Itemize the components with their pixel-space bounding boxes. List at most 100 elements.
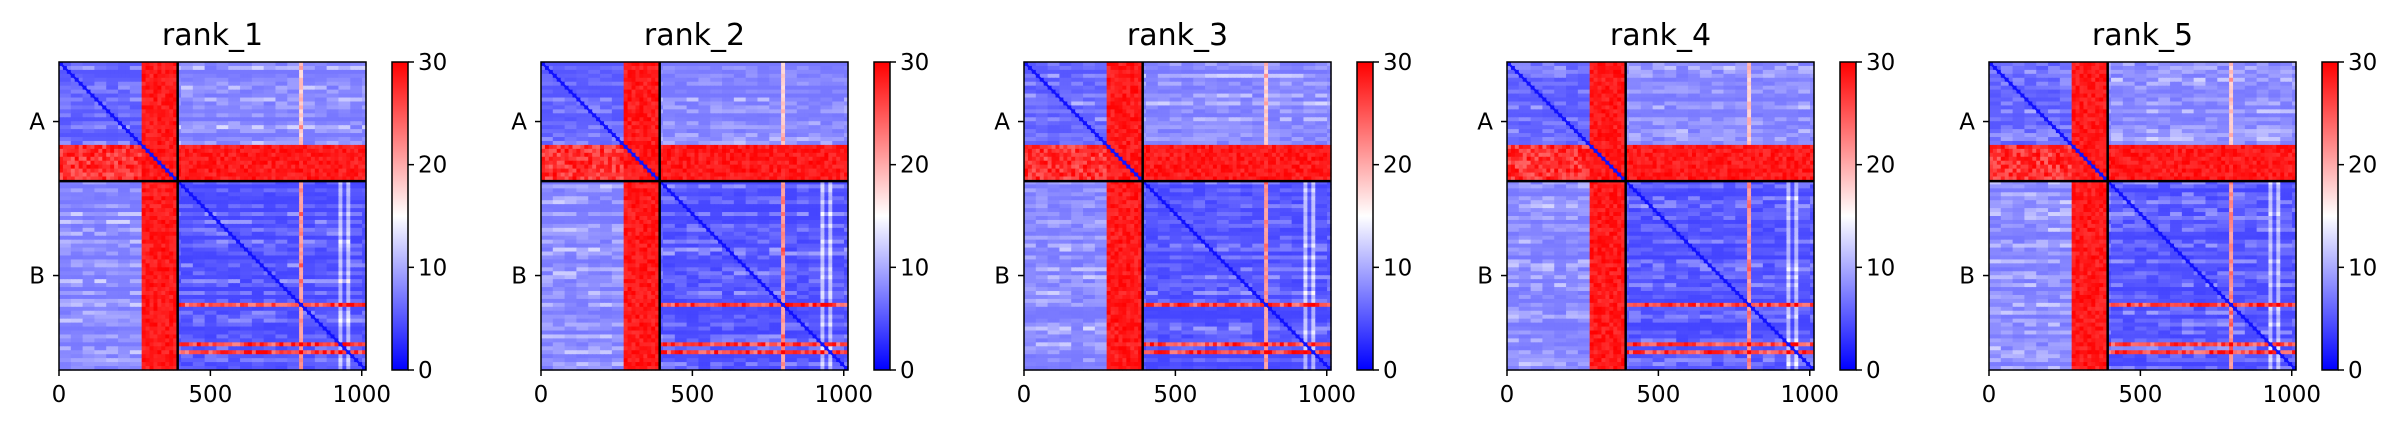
heatmap-cell (181, 294, 186, 300)
heatmap-cell (192, 279, 198, 284)
heatmap-cell (243, 219, 249, 225)
heatmap-cell (102, 204, 107, 209)
heatmap-cell (208, 117, 214, 122)
heatmap-cell (267, 291, 273, 296)
heatmap-cell (303, 77, 308, 83)
heatmap-cell (62, 204, 68, 209)
heatmap-cell (303, 235, 308, 241)
heatmap-cell (125, 144, 131, 150)
heatmap-cell (200, 188, 206, 193)
heatmap-cell (141, 227, 147, 233)
heatmap-cell (243, 105, 249, 110)
heatmap-cell (271, 176, 277, 182)
heatmap-cell (86, 140, 92, 146)
heatmap-cell (318, 152, 324, 158)
heatmap-cell (326, 156, 332, 162)
heatmap-cell (310, 294, 316, 300)
heatmap-cell (62, 172, 68, 178)
heatmap-cell (94, 310, 99, 316)
heatmap-cell (275, 306, 281, 312)
heatmap-cell (74, 65, 80, 71)
heatmap-cell (303, 121, 308, 126)
heatmap-cell (362, 310, 367, 316)
heatmap-cell (224, 121, 229, 126)
heatmap-cell (295, 239, 300, 245)
heatmap-cell (216, 294, 221, 300)
heatmap-cell (192, 180, 198, 186)
heatmap-cell (267, 251, 273, 257)
heatmap-cell (342, 223, 347, 229)
heatmap-cell (232, 148, 237, 154)
heatmap-cell (78, 227, 84, 233)
heatmap-cell (287, 298, 292, 304)
heatmap-cell (275, 77, 281, 83)
heatmap-cell (102, 239, 107, 245)
heatmap-cell (94, 105, 99, 110)
heatmap-cell (220, 81, 225, 87)
heatmap-cell (114, 212, 119, 217)
heatmap-cell (184, 129, 190, 134)
heatmap-cell (326, 109, 332, 114)
heatmap-cell (177, 65, 182, 71)
heatmap-cell (330, 223, 336, 229)
heatmap-cell (70, 93, 76, 99)
heatmap-cell (310, 259, 316, 264)
heatmap-cell (346, 306, 351, 312)
heatmap-cell (255, 73, 261, 79)
heatmap-cell (251, 105, 257, 110)
heatmap-cell (188, 73, 194, 79)
heatmap-cell (208, 184, 214, 189)
heatmap-cell (306, 223, 312, 229)
heatmap-cell (196, 294, 202, 300)
heatmap-cell (114, 152, 119, 158)
heatmap-cell (173, 133, 178, 138)
heatmap-cell (188, 227, 194, 233)
heatmap-cell (354, 291, 359, 296)
heatmap-cell (114, 219, 119, 225)
heatmap-cell (326, 279, 332, 284)
heatmap-cell (62, 168, 68, 174)
heatmap-cell (346, 223, 351, 229)
heatmap-cell (90, 62, 96, 67)
heatmap-cell (263, 62, 269, 67)
heatmap-cell (283, 219, 288, 225)
heatmap-cell (295, 216, 300, 221)
heatmap-cell (66, 89, 72, 95)
heatmap-cell (118, 275, 123, 280)
heatmap-cell (204, 263, 210, 268)
heatmap-cell (121, 172, 127, 178)
heatmap-cell (358, 251, 363, 257)
heatmap-cell (306, 184, 312, 189)
heatmap-cell (295, 271, 300, 276)
heatmap-cell (279, 192, 284, 197)
heatmap-cell (110, 259, 115, 264)
heatmap-cell (295, 156, 300, 162)
heatmap-cell (358, 168, 363, 174)
heatmap-cell (224, 231, 229, 237)
heatmap-cell (137, 310, 143, 316)
heatmap-cell (62, 152, 68, 158)
heatmap-cell (129, 227, 135, 233)
heatmap-cell (90, 133, 96, 138)
heatmap-cell (102, 310, 107, 316)
heatmap-cell (196, 271, 202, 276)
heatmap-cell (129, 125, 135, 130)
heatmap-cell (255, 137, 261, 142)
heatmap-cell (303, 196, 308, 201)
heatmap-cell (137, 259, 143, 264)
heatmap-cell (350, 306, 355, 312)
heatmap-cell (98, 283, 103, 288)
heatmap-cell (86, 235, 92, 241)
heatmap-cell (255, 310, 261, 316)
heatmap-cell (287, 184, 292, 189)
heatmap-cell (216, 208, 221, 213)
heatmap-cell (102, 298, 107, 304)
heatmap-cell (263, 192, 269, 197)
heatmap-cell (350, 184, 355, 189)
heatmap-cell (318, 184, 324, 189)
heatmap-cell (181, 129, 186, 134)
heatmap-cell (350, 65, 355, 71)
heatmap-cell (212, 93, 218, 99)
heatmap-cell (141, 283, 147, 288)
heatmap-cell (362, 204, 367, 209)
